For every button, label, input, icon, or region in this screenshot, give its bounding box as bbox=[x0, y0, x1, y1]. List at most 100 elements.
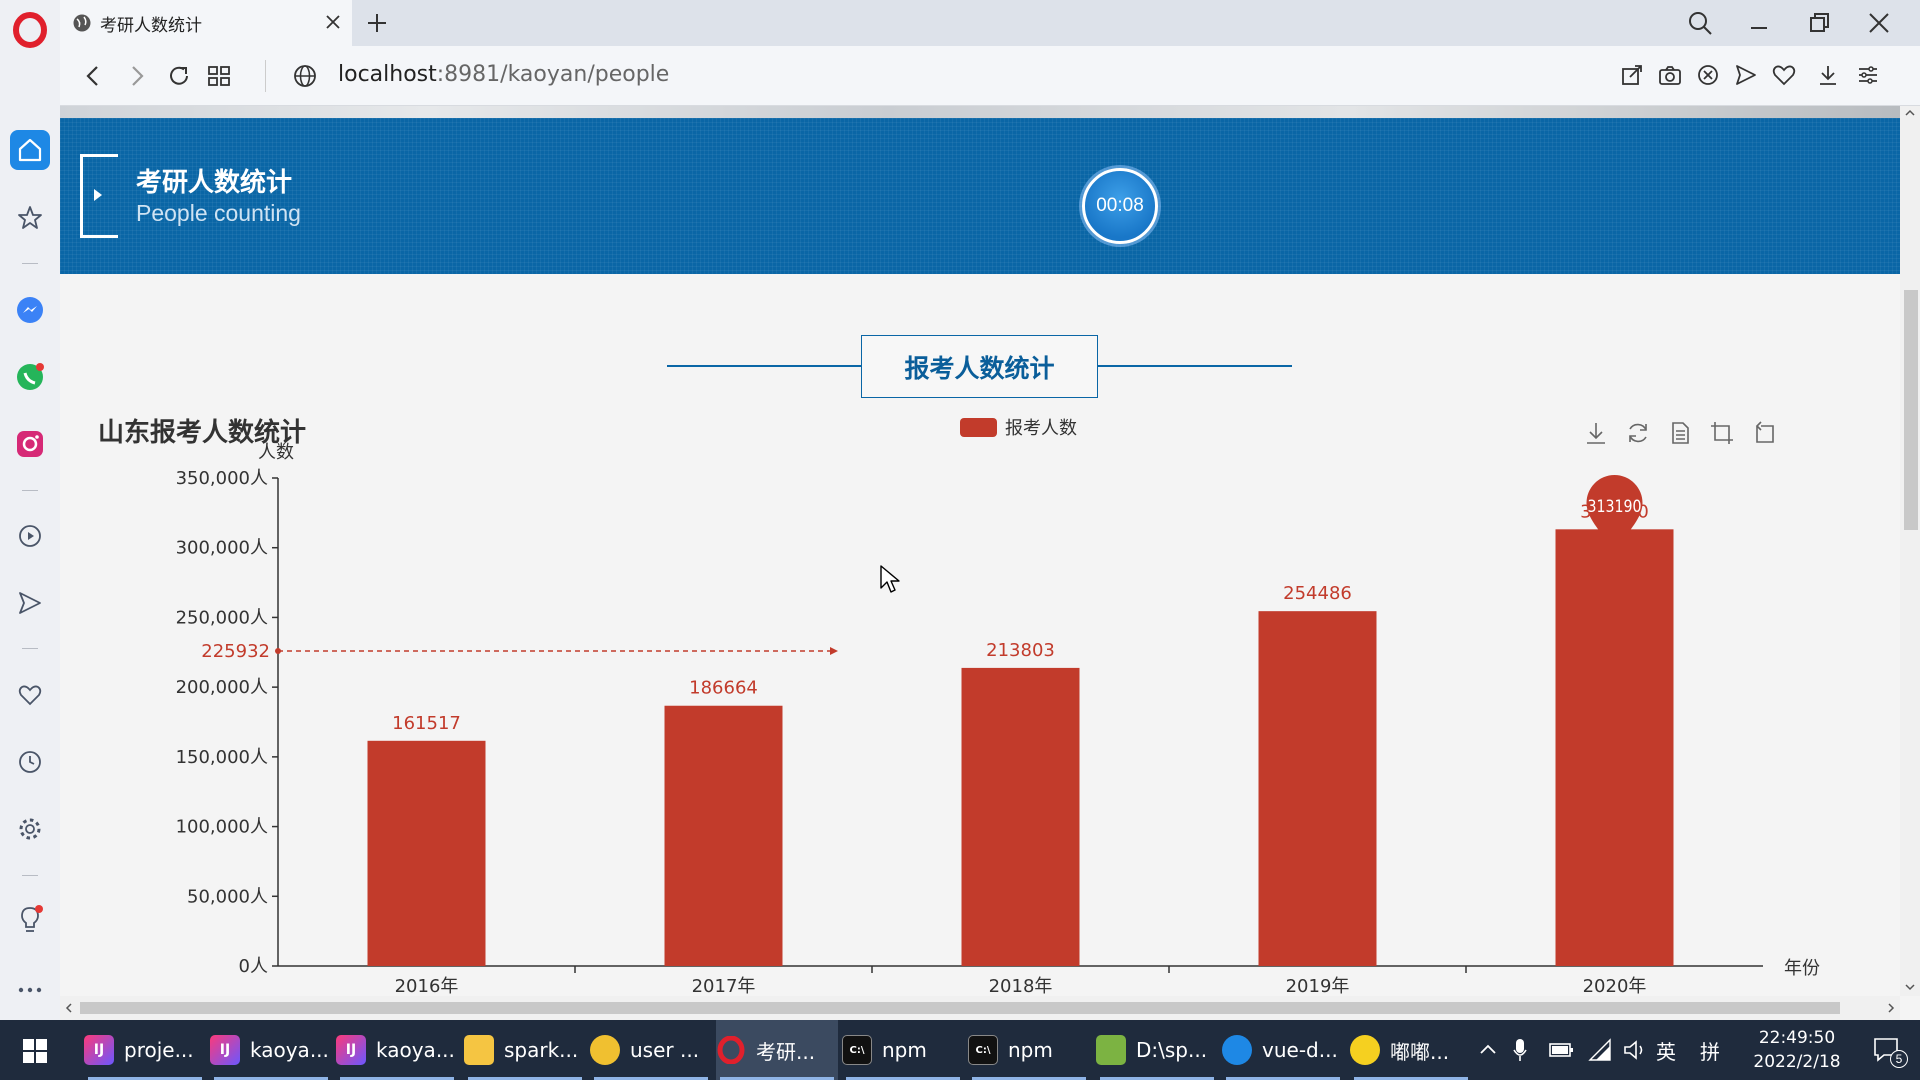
forward-arrow-icon[interactable] bbox=[124, 63, 150, 89]
restore-refresh-icon[interactable] bbox=[1625, 420, 1651, 446]
close-window-icon[interactable] bbox=[1866, 10, 1892, 36]
y-tick-label: 200,000人 bbox=[176, 677, 268, 698]
y-tick-label: 350,000人 bbox=[176, 468, 268, 489]
download-icon[interactable] bbox=[1816, 63, 1840, 87]
taskbar-item-label: 嘟嘟... bbox=[1390, 1039, 1450, 1064]
edit-share-icon[interactable] bbox=[1620, 63, 1644, 87]
battery-icon[interactable] bbox=[1548, 1040, 1574, 1060]
bar-chart: 人数 0人 50,000人 100,000人 150,000人 200,000人 250,0… bbox=[176, 442, 1820, 996]
taskbar-item-folder[interactable]: spark... bbox=[464, 1020, 586, 1080]
lightbulb-icon[interactable] bbox=[10, 900, 50, 940]
mark-point-pin bbox=[1586, 475, 1643, 554]
opera-logo-icon[interactable] bbox=[12, 12, 48, 48]
bar bbox=[664, 705, 783, 966]
taskbar-item-label: kaoya... bbox=[250, 1038, 329, 1062]
minimize-icon[interactable] bbox=[1746, 10, 1772, 36]
taskbar-item-label: npm bbox=[1008, 1038, 1053, 1062]
tray-expand-icon[interactable] bbox=[1478, 1040, 1498, 1060]
notification-center-icon[interactable] bbox=[1872, 1036, 1904, 1064]
scroll-left-icon[interactable] bbox=[64, 1003, 74, 1013]
header-background-image bbox=[60, 106, 1900, 118]
microphone-icon[interactable] bbox=[1512, 1038, 1528, 1062]
opera-icon bbox=[716, 1035, 746, 1065]
data-view-icon[interactable] bbox=[1667, 420, 1693, 446]
url-host: localhost bbox=[338, 62, 437, 87]
reload-icon[interactable] bbox=[166, 63, 192, 89]
windows-start-icon[interactable] bbox=[22, 1038, 48, 1064]
y-axis-label: 人数 bbox=[258, 442, 294, 463]
banner-subtitle: People counting bbox=[136, 200, 301, 226]
heart-icon[interactable] bbox=[10, 675, 50, 715]
search-icon[interactable] bbox=[1687, 10, 1713, 36]
bar-value-label: 213803 bbox=[986, 640, 1055, 661]
scroll-up-icon[interactable] bbox=[1905, 108, 1915, 118]
new-tab-plus-icon[interactable] bbox=[366, 12, 388, 34]
zoom-reset-icon[interactable] bbox=[1751, 420, 1777, 446]
more-options-icon[interactable] bbox=[10, 970, 50, 1010]
vertical-scroll-thumb[interactable] bbox=[1904, 290, 1918, 530]
ime-language-indicator[interactable]: 英 bbox=[1656, 1041, 1676, 1064]
y-tick-label: 0人 bbox=[239, 956, 268, 977]
tabs-grid-icon[interactable] bbox=[206, 63, 232, 89]
bar-value-label: 254486 bbox=[1283, 583, 1352, 604]
y-tick-label: 250,000人 bbox=[176, 607, 268, 628]
home-icon[interactable] bbox=[10, 130, 50, 170]
y-tick-label: 100,000人 bbox=[176, 817, 268, 838]
ime-mode-indicator[interactable]: 拼 bbox=[1700, 1041, 1720, 1064]
taskbar-item-intellij-3[interactable]: IJ kaoya... bbox=[336, 1020, 458, 1080]
x-tick-label: 2018年 bbox=[989, 976, 1053, 996]
site-globe-icon[interactable] bbox=[292, 63, 318, 89]
vertical-scrollbar[interactable] bbox=[1900, 106, 1920, 996]
taskbar-item-intellij-2[interactable]: IJ kaoya... bbox=[210, 1020, 332, 1080]
player-icon[interactable] bbox=[10, 516, 50, 556]
browser-tab[interactable]: 考研人数统计 bbox=[60, 0, 352, 46]
close-tab-icon[interactable] bbox=[324, 13, 342, 31]
taskbar-item-npm-1[interactable]: C:\ npm bbox=[842, 1020, 964, 1080]
save-image-icon[interactable] bbox=[1583, 420, 1609, 446]
taskbar-item-dudu[interactable]: 嘟嘟... bbox=[1350, 1020, 1472, 1080]
taskbar-item-user[interactable]: user ... bbox=[590, 1020, 712, 1080]
whatsapp-icon[interactable] bbox=[10, 357, 50, 397]
taskbar-item-label: spark... bbox=[504, 1038, 579, 1062]
horizontal-scrollbar[interactable] bbox=[60, 996, 1900, 1020]
chart-title: 山东报考人数统计 bbox=[98, 418, 307, 448]
star-icon[interactable] bbox=[10, 198, 50, 238]
intellij-icon: IJ bbox=[84, 1035, 114, 1065]
mark-line-start-dot bbox=[275, 647, 281, 654]
mark-line-arrow bbox=[830, 646, 838, 655]
restore-icon[interactable] bbox=[1806, 10, 1832, 36]
scroll-down-icon[interactable] bbox=[1905, 982, 1915, 992]
adblock-icon[interactable] bbox=[1696, 63, 1720, 87]
volume-icon[interactable] bbox=[1622, 1038, 1648, 1062]
taskbar-item-label: D:\sp... bbox=[1136, 1038, 1208, 1062]
easy-setup-icon[interactable] bbox=[1856, 63, 1880, 87]
bar bbox=[367, 740, 486, 966]
horizontal-scroll-thumb[interactable] bbox=[80, 1002, 1840, 1014]
settings-gear-icon[interactable] bbox=[10, 809, 50, 849]
wifi-icon[interactable] bbox=[1588, 1038, 1614, 1062]
section-title: 报考人数统计 bbox=[861, 335, 1098, 398]
flow-send-icon[interactable] bbox=[1734, 63, 1758, 87]
zoom-area-icon[interactable] bbox=[1709, 420, 1735, 446]
taskbar-clock[interactable]: 22:49:50 2022/2/18 bbox=[1752, 1026, 1842, 1074]
globe-favicon-icon bbox=[73, 14, 91, 32]
taskbar-item-intellij-1[interactable]: IJ proje... bbox=[84, 1020, 206, 1080]
taskbar-item-opera[interactable]: 考研... bbox=[716, 1020, 838, 1080]
taskbar-item-npm-2[interactable]: C:\ npm bbox=[968, 1020, 1090, 1080]
terminal-icon: C:\ bbox=[842, 1035, 872, 1065]
bookmark-heart-icon[interactable] bbox=[1772, 63, 1796, 87]
history-clock-icon[interactable] bbox=[10, 742, 50, 782]
back-arrow-icon[interactable] bbox=[80, 63, 106, 89]
x-tick-label: 2019年 bbox=[1286, 976, 1350, 996]
messenger-icon[interactable] bbox=[10, 290, 50, 330]
bar-value-label: 161517 bbox=[392, 713, 461, 734]
url-field[interactable]: localhost:8981/kaoyan/people bbox=[338, 62, 669, 87]
taskbar-item-notepad[interactable]: D:\sp... bbox=[1096, 1020, 1218, 1080]
camera-snapshot-icon[interactable] bbox=[1658, 63, 1682, 87]
instagram-icon[interactable] bbox=[10, 424, 50, 464]
send-icon[interactable] bbox=[10, 583, 50, 623]
bar bbox=[1555, 529, 1674, 966]
chart-legend-item[interactable]: 报考人数 bbox=[960, 414, 1077, 440]
scroll-right-icon[interactable] bbox=[1886, 1003, 1896, 1013]
taskbar-item-vue-devtools[interactable]: vue-d... bbox=[1222, 1020, 1344, 1080]
